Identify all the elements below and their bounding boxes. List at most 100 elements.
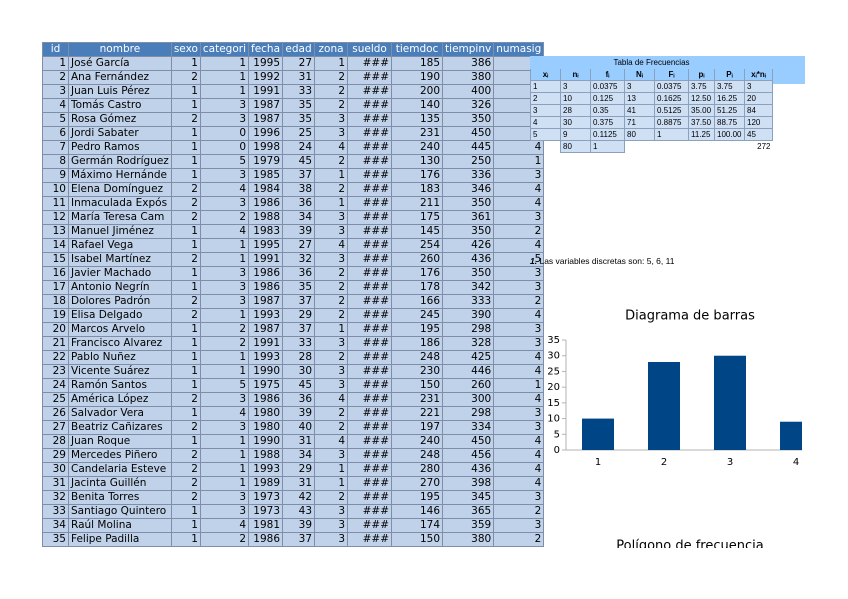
cell: 35 xyxy=(42,532,69,547)
cell: 350 xyxy=(442,112,495,127)
cell: 10 xyxy=(42,182,69,197)
cell: 4 xyxy=(493,462,545,477)
cell: ### xyxy=(347,462,393,477)
cell: Beatriz Cañizares xyxy=(68,420,172,435)
cell: 0.8875 xyxy=(654,116,689,129)
column-header: fecha xyxy=(247,42,284,57)
cell: 31 xyxy=(42,476,69,491)
cell: 2 xyxy=(199,322,250,337)
cell: Salvador Vera xyxy=(68,406,172,421)
cell: 3 xyxy=(314,364,349,379)
cell: 2 xyxy=(493,224,545,239)
cell: 380 xyxy=(442,532,495,547)
y-tick-label: 5 xyxy=(554,429,560,440)
cell: 3 xyxy=(493,322,545,337)
cell: Pablo Nuñez xyxy=(68,350,172,365)
y-tick-label: 25 xyxy=(547,366,560,377)
cell: 34 xyxy=(42,518,69,533)
cell: 2 xyxy=(170,112,201,127)
cell: Francisco Alvarez xyxy=(68,336,172,351)
sheet-row: 17 Antonio Negrín 1 3 1986 35 2 ### 178 342 3 xyxy=(42,280,545,295)
cell: 1986 xyxy=(247,196,284,211)
cell: ### xyxy=(347,364,393,379)
sheet-row: 19 Elisa Delgado 2 1 1993 29 2 ### 245 390 4 xyxy=(42,308,545,323)
cell: 1 xyxy=(42,56,69,71)
column-header: tiemdoc xyxy=(391,42,444,57)
column-header: nᵢ xyxy=(560,68,591,81)
cell: 1 xyxy=(314,476,349,491)
cell: Pedro Ramos xyxy=(68,140,172,155)
cell: 29 xyxy=(42,448,69,463)
cell: 250 xyxy=(442,154,495,169)
cell: 3 xyxy=(493,490,545,505)
cell: ### xyxy=(347,476,393,491)
cell: 11.25 xyxy=(688,128,715,141)
cell: 16.25 xyxy=(714,92,745,105)
cell: 446 xyxy=(442,364,495,379)
sheet-row: 35 Felipe Padilla 1 2 1986 37 3 ### 150 380 2 xyxy=(42,532,545,547)
cell: 2 xyxy=(314,154,349,169)
cell: 254 xyxy=(391,238,444,253)
cell: 4 xyxy=(42,98,69,113)
column-header: xᵢ xyxy=(530,68,561,81)
cell: 1 xyxy=(170,238,201,253)
cell: 3 xyxy=(314,224,349,239)
bar xyxy=(714,355,746,450)
cell: 35 xyxy=(282,112,316,127)
cell: 1 xyxy=(199,364,250,379)
sheet-row: 23 Vicente Suárez 1 1 1990 30 3 ### 230 446 4 xyxy=(42,364,545,379)
cell: 84 xyxy=(744,104,773,117)
cell: 3 xyxy=(314,210,349,225)
cell: 29 xyxy=(282,462,316,477)
cell: 425 xyxy=(442,350,495,365)
cell: 2 xyxy=(530,92,561,105)
cell: Juan Luis Pérez xyxy=(68,84,172,99)
column-header: Pᵢ xyxy=(714,68,745,81)
cell: 3 xyxy=(624,80,655,93)
column-header: sueldo xyxy=(347,42,393,57)
y-tick-label: 35 xyxy=(547,335,560,346)
cell: 34 xyxy=(282,448,316,463)
cell: 2 xyxy=(170,462,201,477)
cell: 3 xyxy=(199,168,250,183)
cell: ### xyxy=(347,224,393,239)
cell: 2 xyxy=(314,98,349,113)
cell: 334 xyxy=(442,420,495,435)
cell: 5 xyxy=(493,252,545,267)
cell: 3 xyxy=(493,420,545,435)
cell: 245 xyxy=(391,308,444,323)
cell: 2 xyxy=(170,448,201,463)
cell: Vicente Suárez xyxy=(68,364,172,379)
cell: 1986 xyxy=(247,280,284,295)
cell: 3 xyxy=(199,196,250,211)
cell: 9 xyxy=(42,168,69,183)
cell: 248 xyxy=(391,448,444,463)
cell: 146 xyxy=(391,504,444,519)
cell: 361 xyxy=(442,210,495,225)
cell: 18 xyxy=(42,294,69,309)
sheet-row: 21 Francisco Alvarez 1 2 1991 33 3 ### 186 328 3 xyxy=(42,336,545,351)
cell: Candelaria Esteve xyxy=(68,462,172,477)
next-chart-title: Polígono de frecuencia xyxy=(616,539,763,549)
sheet-row: 18 Dolores Padrón 2 3 1987 37 2 ### 166 333 2 xyxy=(42,294,545,309)
cell: 4 xyxy=(493,434,545,449)
cell: 1975 xyxy=(247,378,284,393)
cell: 39 xyxy=(282,518,316,533)
total-cell: 272 xyxy=(757,142,771,152)
cell: 1991 xyxy=(247,252,284,267)
total-cell: 80 xyxy=(560,140,591,153)
cell: 4 xyxy=(493,476,545,491)
sheet-row: 12 María Teresa Cam 2 2 1988 34 3 ### 175 361 3 xyxy=(42,210,545,225)
cell: 221 xyxy=(391,406,444,421)
cell: 1980 xyxy=(247,406,284,421)
cell: 23 xyxy=(42,364,69,379)
cell: 260 xyxy=(442,378,495,393)
cell: ### xyxy=(347,70,393,85)
cell: Jordi Sabater xyxy=(68,126,172,141)
cell: 4 xyxy=(314,392,349,407)
cell: 1 xyxy=(170,518,201,533)
cell: 380 xyxy=(442,70,495,85)
cell: 1986 xyxy=(247,266,284,281)
cell: 1 xyxy=(199,70,250,85)
